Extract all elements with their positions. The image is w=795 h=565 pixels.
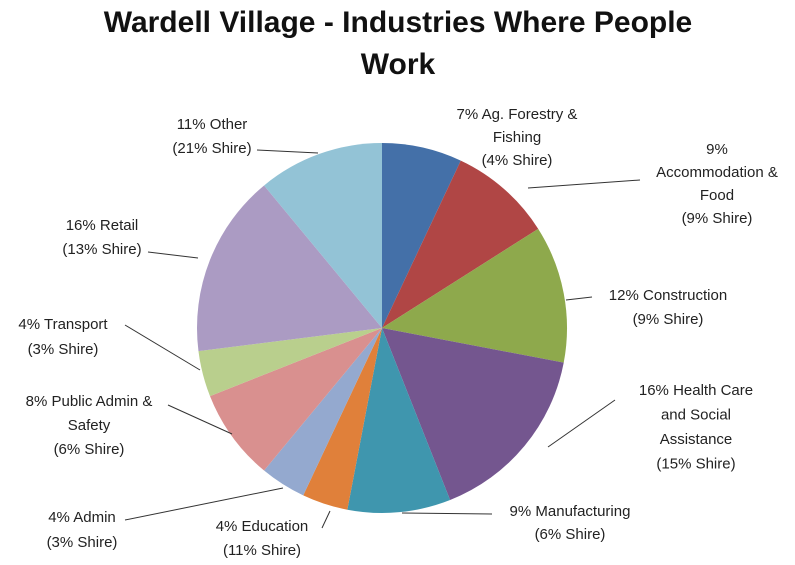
slice-label: 4% Education: [216, 518, 309, 535]
chart-title: Wardell Village - Industries Where Peopl…: [104, 6, 693, 39]
leader-line: [124, 324, 201, 371]
slice-label: 12% Construction: [609, 287, 727, 304]
slice-label: Fishing: [493, 129, 541, 146]
slice-label: (21% Shire): [172, 140, 251, 157]
leader-line: [147, 251, 199, 259]
leader-line: [321, 510, 331, 529]
leader-line: [527, 179, 641, 189]
slice-label: Safety: [68, 417, 111, 434]
chart-title: Work: [361, 48, 436, 81]
slice-label: (3% Shire): [47, 534, 118, 551]
slice-label: 9%: [706, 141, 728, 158]
pie-slice: [197, 185, 382, 352]
slice-label: (3% Shire): [28, 341, 99, 358]
slice-label: 4% Admin: [48, 509, 116, 526]
leader-line: [167, 404, 233, 435]
slice-label: 8% Public Admin &: [26, 393, 153, 410]
slice-label: Accommodation &: [656, 164, 778, 181]
slice-label: (6% Shire): [535, 526, 606, 543]
slice-label: (9% Shire): [682, 210, 753, 227]
leader-line: [401, 512, 493, 515]
pie-slice: [264, 143, 382, 328]
leader-line: [547, 399, 616, 448]
pie-slice: [382, 228, 567, 363]
slice-label: (13% Shire): [62, 241, 141, 258]
slice-label: 16% Health Care: [639, 382, 753, 399]
slice-label: (9% Shire): [633, 311, 704, 328]
slice-label: Food: [700, 187, 734, 204]
slice-label: 16% Retail: [66, 217, 139, 234]
pie-slice: [303, 328, 382, 510]
slice-label: (6% Shire): [54, 441, 125, 458]
leader-line: [565, 296, 593, 301]
pie-slice: [347, 328, 451, 514]
slice-label: 9% Manufacturing: [510, 503, 631, 520]
slice-label: (11% Shire): [223, 542, 301, 559]
pie-slice: [382, 160, 539, 328]
leader-line: [124, 487, 284, 521]
slice-label: and Social: [661, 406, 731, 423]
pie-slice: [264, 328, 382, 496]
slice-label: Assistance: [660, 431, 733, 448]
slice-label: (15% Shire): [656, 455, 735, 472]
slice-label: 7% Ag. Forestry &: [457, 106, 578, 123]
pie-slice: [382, 143, 461, 328]
pie-slice: [209, 328, 382, 471]
pie-slice: [382, 328, 564, 501]
slice-label: 11% Other: [177, 116, 248, 133]
slice-label: 4% Transport: [18, 316, 108, 333]
slice-label: (4% Shire): [482, 152, 553, 169]
pie-slice: [198, 328, 382, 397]
leader-line: [256, 149, 319, 154]
